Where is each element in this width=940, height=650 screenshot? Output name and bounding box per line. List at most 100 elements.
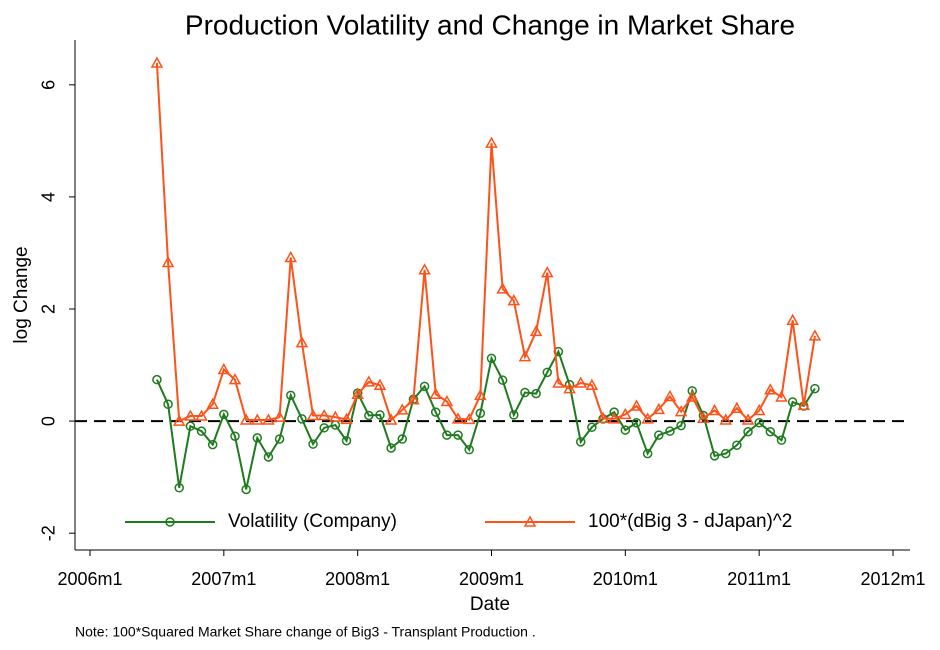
marker [152,374,162,385]
marker [262,413,275,425]
y-tick-label: 2 [39,304,59,314]
marker [217,362,231,375]
marker [440,394,454,407]
marker [206,397,219,410]
marker [297,414,307,424]
marker [518,350,532,362]
x-tick-label: 2007m1 [191,569,256,589]
marker [619,407,632,420]
marker [663,389,677,402]
marker [587,422,597,433]
marker [351,387,364,399]
marker [375,410,385,420]
marker [810,383,820,394]
marker [743,426,753,437]
note: Note: 100*Squared Market Share change of… [75,624,536,640]
marker [163,399,173,410]
marker [184,409,197,421]
marker [239,413,253,425]
marker [531,388,541,399]
marker [419,381,430,392]
y-axis-label: log Change [11,246,32,343]
legend-marker [165,517,175,527]
marker [464,444,474,455]
marker [317,408,331,421]
marker [596,411,610,424]
marker [575,437,586,447]
marker [462,412,476,425]
marker [306,408,320,421]
marker [150,56,164,68]
marker [185,421,196,431]
marker [442,430,452,440]
marker [741,413,755,425]
legend-marker [523,515,537,527]
x-tick-label: 2012m1 [860,569,925,589]
marker [709,451,720,461]
marker [787,397,798,407]
marker [319,423,329,433]
marker [453,430,463,440]
marker [687,386,697,396]
marker [329,410,342,422]
marker [720,448,731,459]
marker [451,412,465,424]
x-tick-label: 2006m1 [57,569,122,589]
y-tick-label: 4 [39,192,59,202]
marker [284,250,298,263]
marker [542,367,553,378]
marker [286,390,296,401]
marker [786,313,799,325]
marker [373,378,387,390]
marker [308,439,318,449]
marker [641,412,654,424]
marker [429,387,443,399]
marker [697,411,710,424]
marker [475,408,486,419]
x-tick-label: 2008m1 [325,569,390,589]
marker [230,431,240,441]
marker [808,329,822,341]
y-tick-label: 6 [39,80,59,90]
marker [674,405,688,417]
marker [630,399,643,411]
marker [797,398,811,411]
marker [507,294,521,306]
marker [685,390,699,402]
marker [552,376,565,388]
marker [732,440,742,450]
marker [607,412,621,424]
marker [474,388,487,401]
marker [341,435,352,446]
y-tick-label: 0 [39,416,59,426]
legend-label: 100*(dBig 3 - dJapan)^2 [588,511,792,532]
marker [652,402,666,415]
marker [631,418,642,428]
marker [775,390,788,402]
marker [418,263,431,275]
marker [529,324,543,337]
marker [497,375,508,385]
marker [486,353,497,364]
x-axis-label: Date [470,594,510,615]
marker [386,443,396,453]
marker [362,375,376,387]
marker [654,430,664,440]
marker [195,409,208,421]
marker [676,420,686,431]
marker [384,413,398,425]
marker [764,383,777,395]
marker [776,435,787,445]
marker [340,412,353,425]
series-line [155,62,816,423]
marker [620,425,631,435]
y-tick-label: -2 [39,525,59,541]
marker [273,410,286,422]
marker [241,484,251,495]
marker [251,413,264,425]
marker [752,403,766,416]
marker [295,336,309,348]
marker [708,403,721,416]
chart-title: Production Volatility and Change in Mark… [185,9,795,40]
marker [274,434,285,444]
